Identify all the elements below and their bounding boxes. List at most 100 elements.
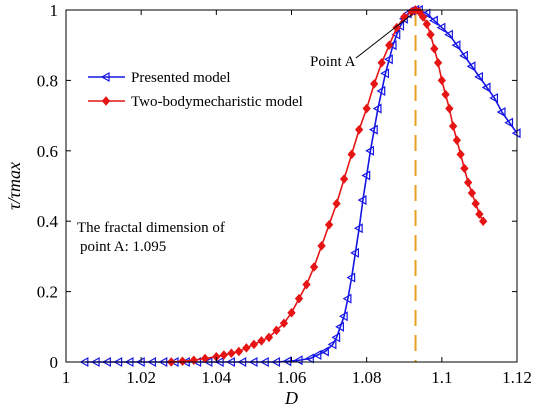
data-point (377, 58, 386, 68)
data-point (426, 29, 435, 40)
data-point (249, 339, 259, 350)
data-point (317, 241, 326, 251)
data-point (339, 174, 349, 184)
data-point (448, 121, 458, 131)
data-point (422, 19, 431, 29)
data-point (264, 332, 274, 343)
data-point (436, 22, 446, 33)
y-tick-label: 1 (50, 1, 59, 20)
legend-label: Two-bodymecharistic model (131, 94, 303, 110)
data-point (305, 353, 314, 364)
legend-label: Presented model (131, 70, 231, 86)
data-point (474, 71, 484, 82)
data-point (459, 50, 468, 61)
data-point (294, 293, 304, 304)
x-tick-label: 1.08 (352, 368, 382, 387)
data-point (430, 43, 439, 54)
data-point (433, 58, 443, 68)
data-point (444, 29, 453, 40)
data-point (353, 223, 363, 234)
data-point (302, 279, 311, 290)
data-point (467, 188, 477, 198)
x-tick-label: 1.1 (431, 368, 452, 387)
y-tick-label: 0.8 (37, 71, 58, 90)
data-point (342, 293, 352, 304)
fractal-note-line1: The fractal dimension of (77, 220, 225, 236)
data-point (372, 103, 382, 114)
data-point (338, 311, 348, 322)
data-point (466, 61, 476, 72)
data-point (479, 216, 488, 226)
x-tick-label: 1.04 (201, 368, 231, 387)
data-point (456, 149, 465, 160)
data-point (370, 79, 379, 89)
data-point (489, 92, 499, 104)
data-point (272, 325, 281, 336)
series-presented-model (79, 4, 521, 368)
data-point (100, 71, 110, 83)
data-point (365, 145, 375, 156)
data-point (391, 29, 401, 40)
y-tick-label: 0.2 (37, 283, 58, 302)
data-point (385, 40, 394, 50)
data-point (347, 149, 356, 160)
x-tick-label: 1 (62, 368, 71, 387)
data-point (445, 103, 454, 114)
data-point (331, 332, 341, 343)
data-point (354, 124, 364, 135)
data-point (324, 219, 334, 230)
data-point (242, 343, 251, 353)
data-point (475, 209, 484, 219)
x-tick-label: 1.02 (126, 368, 156, 387)
data-point (421, 8, 431, 19)
x-tick-label: 1.06 (277, 368, 307, 387)
data-point (327, 339, 337, 350)
data-point (312, 349, 322, 360)
y-tick-label: 0.6 (37, 142, 58, 161)
data-point (357, 195, 367, 206)
data-point (234, 346, 244, 357)
data-point (287, 307, 296, 318)
data-point (451, 40, 461, 51)
x-axis-label: D (284, 388, 298, 408)
point-a-pointer (355, 13, 413, 59)
data-point (279, 318, 289, 329)
data-point (380, 68, 390, 79)
data-point (350, 247, 359, 258)
data-point (384, 54, 393, 65)
data-point (452, 135, 462, 145)
point-a-label: Point A (310, 54, 356, 70)
data-point (460, 163, 469, 174)
series-two-body-model (167, 5, 488, 367)
data-point (257, 336, 266, 346)
data-point (282, 356, 292, 367)
data-point (309, 262, 319, 272)
data-point (178, 356, 187, 367)
y-tick-label: 0.4 (37, 212, 59, 231)
data-point (361, 170, 371, 181)
data-point (441, 89, 450, 100)
fractal-note-line2: point A: 1.095 (80, 239, 166, 255)
data-point (387, 40, 397, 51)
data-point (219, 350, 229, 360)
data-point (332, 198, 341, 209)
data-point (346, 272, 356, 283)
y-axis-label: τ/τmax (4, 162, 24, 210)
data-point (481, 82, 491, 93)
data-point (418, 12, 428, 22)
data-point (496, 107, 506, 118)
data-point (471, 198, 480, 209)
data-point (437, 75, 446, 86)
data-point (101, 96, 111, 106)
data-point (504, 117, 514, 128)
data-point (429, 15, 438, 26)
data-point (376, 85, 386, 96)
y-tick-label: 0 (50, 353, 59, 372)
data-point (227, 348, 236, 358)
data-point (320, 346, 329, 357)
series-line (84, 9, 518, 363)
data-point (362, 103, 371, 114)
data-point (335, 321, 344, 332)
data-point (368, 124, 378, 135)
